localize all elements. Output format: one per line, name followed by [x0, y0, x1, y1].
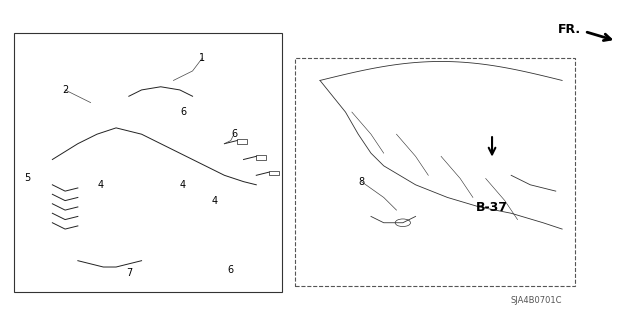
Text: 2: 2	[62, 85, 68, 95]
Text: 6: 6	[231, 129, 237, 139]
Text: 8: 8	[358, 177, 365, 187]
Bar	[294, 58, 575, 286]
Text: 4: 4	[97, 180, 103, 190]
Text: 7: 7	[125, 268, 132, 278]
Bar	[256, 155, 266, 160]
Text: 1: 1	[199, 53, 205, 63]
Text: 6: 6	[228, 265, 234, 275]
Text: FR.: FR.	[558, 23, 581, 36]
Text: SJA4B0701C: SJA4B0701C	[511, 296, 562, 305]
Text: 6: 6	[180, 107, 186, 117]
Bar	[269, 171, 278, 175]
Text: 4: 4	[212, 196, 218, 206]
Text: 5: 5	[24, 174, 30, 183]
Text: B-37: B-37	[476, 201, 508, 214]
Text: 4: 4	[180, 180, 186, 190]
Bar	[237, 139, 246, 144]
Bar	[14, 33, 282, 292]
